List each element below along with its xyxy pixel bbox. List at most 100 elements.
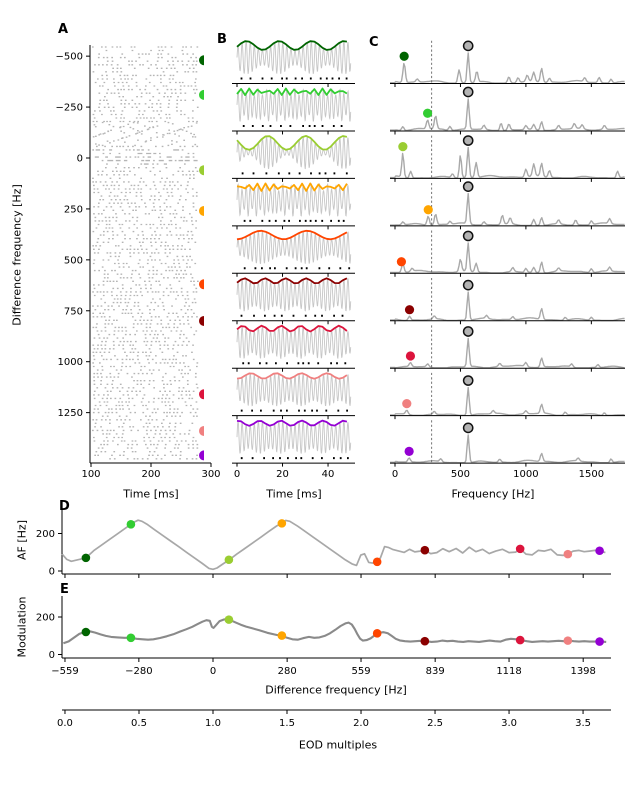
a-y-tick-label: 0 bbox=[77, 154, 83, 165]
c-af-peak-dot-dark-violet bbox=[404, 446, 414, 456]
e-modulation-dot-orange bbox=[277, 631, 287, 640]
c-af-peak-dot-crimson bbox=[405, 351, 416, 361]
e-x-tick-label: −280 bbox=[125, 666, 152, 677]
raster-dots bbox=[92, 46, 199, 460]
eod-x-tick-label: 1.5 bbox=[279, 718, 295, 729]
e-y-tick-label: 200 bbox=[36, 613, 55, 624]
condition-marker-yellow-green bbox=[199, 165, 204, 176]
c-spectrum-row-orange-red bbox=[390, 228, 625, 277]
d-af-dot-yellow-green bbox=[224, 555, 234, 565]
e-modulation-dot-crimson bbox=[515, 635, 525, 645]
condition-marker-orange-red bbox=[199, 279, 204, 290]
b-envelope-dark-green bbox=[236, 40, 348, 51]
b-x-axis-title: Time [ms] bbox=[266, 487, 322, 501]
eod-x-tick-label: 3.0 bbox=[501, 718, 517, 729]
d-af-curve bbox=[61, 519, 606, 571]
c-spectrum-curve bbox=[390, 192, 625, 227]
b-envelope-yellow-green bbox=[236, 135, 348, 151]
panel-d-af-plot: 0 200 bbox=[36, 506, 611, 578]
b-trace-row-dark-red bbox=[232, 277, 355, 325]
d-af-dot-light-coral bbox=[563, 549, 573, 559]
panel-e-modulation-plot: 0 200 −559 −280 0 280 559 839 1118 1398 bbox=[36, 596, 611, 677]
a-y-tick-label: 1250 bbox=[58, 408, 83, 419]
c-eodf-peak-circle bbox=[462, 135, 474, 146]
c-spectrum-row-light-coral bbox=[390, 370, 625, 420]
panel-b-label: B bbox=[217, 32, 227, 47]
c-spectrum-row-dark-red bbox=[390, 275, 625, 325]
b-envelope-lime-green bbox=[236, 87, 348, 96]
c-spectrum-curve bbox=[390, 242, 625, 274]
b-trace-row-light-coral bbox=[232, 372, 355, 420]
b-trace-row-orange bbox=[232, 182, 355, 230]
b-trace-row-orange-red bbox=[232, 229, 355, 277]
e-modulation-dot-dark-violet bbox=[595, 637, 604, 646]
c-x-axis-title: Frequency [Hz] bbox=[451, 487, 535, 501]
c-spectrum-row-yellow-green bbox=[390, 133, 625, 182]
d-af-dot-dark-violet bbox=[595, 546, 604, 556]
c-eodf-peak-circle bbox=[462, 326, 474, 337]
a-y-tick-label: 250 bbox=[64, 204, 83, 215]
b-trace-row-dark-green bbox=[232, 40, 355, 87]
e-x-tick-label: 559 bbox=[351, 666, 370, 677]
d-af-dot-dark-red bbox=[420, 545, 430, 555]
condition-marker-dark-red bbox=[199, 315, 204, 326]
e-modulation-curve bbox=[63, 618, 607, 645]
eod-x-tick-label: 1.0 bbox=[205, 718, 221, 729]
b-carrier-waveform bbox=[236, 88, 352, 122]
eod-x-axis-title: EOD multiples bbox=[298, 738, 378, 752]
condition-marker-crimson bbox=[199, 389, 204, 400]
a-x-tick-label: 300 bbox=[201, 469, 220, 480]
a-y-tick-label: 1000 bbox=[58, 357, 83, 368]
eod-x-tick-label: 3.5 bbox=[575, 718, 591, 729]
e-modulation-dot-yellow-green bbox=[224, 615, 234, 624]
e-x-axis-title: Difference frequency [Hz] bbox=[265, 683, 407, 697]
e-x-tick-label: 839 bbox=[426, 666, 445, 677]
c-spectrum-row-dark-violet: 0 500 1000 1500 bbox=[390, 418, 625, 480]
c-af-peak-dot-dark-red bbox=[404, 305, 415, 315]
a-y-tick-label: −500 bbox=[56, 52, 83, 63]
c-af-peak-dot-yellow-green bbox=[398, 141, 408, 152]
c-spectrum-curve bbox=[390, 434, 625, 464]
c-spectrum-row-crimson bbox=[390, 323, 625, 372]
e-x-tick-label: 1398 bbox=[570, 666, 595, 677]
condition-marker-dark-violet bbox=[199, 450, 204, 461]
d-y-tick-label: 0 bbox=[49, 567, 55, 578]
c-spectrum-row-dark-green bbox=[390, 38, 625, 87]
a-x-tick-label: 100 bbox=[81, 469, 100, 480]
c-spectrum-curve bbox=[390, 291, 625, 322]
panel-b-beat-traces: 0 20 40 bbox=[232, 40, 355, 480]
d-af-dot-lime-green bbox=[126, 520, 136, 529]
c-x-tick-label: 1000 bbox=[513, 469, 538, 480]
panel-e-label: E bbox=[60, 582, 69, 597]
c-x-tick-label: 0 bbox=[392, 469, 398, 480]
b-envelope-dark-red bbox=[236, 277, 348, 285]
b-envelope-orange-red bbox=[236, 229, 348, 241]
b-trace-row-dark-violet: 0 20 40 bbox=[232, 419, 355, 480]
c-eodf-peak-circle bbox=[462, 181, 474, 192]
eod-x-tick-label: 0.0 bbox=[57, 718, 73, 729]
panel-c-power-spectra: 0 500 1000 1500 bbox=[390, 38, 625, 480]
panel-d-label: D bbox=[59, 499, 70, 514]
e-modulation-dot-dark-red bbox=[420, 636, 430, 646]
e-modulation-dot-orange-red bbox=[372, 629, 382, 638]
c-spectrum-curve bbox=[390, 337, 625, 369]
d-af-dot-orange-red bbox=[372, 557, 382, 567]
eod-x-tick-label: 0.5 bbox=[131, 718, 147, 729]
c-eodf-peak-circle bbox=[462, 86, 474, 98]
c-eodf-peak-circle bbox=[462, 375, 474, 386]
panel-a-raster-plot: −500 −250 0 250 500 750 1000 1250 100 200 300 bbox=[56, 45, 221, 480]
c-x-tick-label: 1500 bbox=[579, 469, 604, 480]
e-x-tick-label: −559 bbox=[51, 666, 78, 677]
b-trace-row-yellow-green bbox=[232, 135, 355, 182]
c-eodf-peak-circle bbox=[462, 279, 474, 291]
b-trace-row-lime-green bbox=[232, 87, 355, 135]
condition-marker-lime-green bbox=[199, 89, 204, 100]
e-modulation-dot-dark-green bbox=[81, 627, 91, 637]
b-envelope-dark-violet bbox=[236, 419, 348, 427]
b-x-tick-label: 20 bbox=[276, 469, 289, 480]
d-af-dot-dark-green bbox=[81, 553, 91, 563]
eod-x-tick-label: 2.5 bbox=[427, 718, 443, 729]
a-x-axis-title: Time [ms] bbox=[123, 487, 179, 501]
c-x-tick-label: 500 bbox=[451, 469, 470, 480]
c-eodf-peak-circle bbox=[462, 40, 474, 52]
